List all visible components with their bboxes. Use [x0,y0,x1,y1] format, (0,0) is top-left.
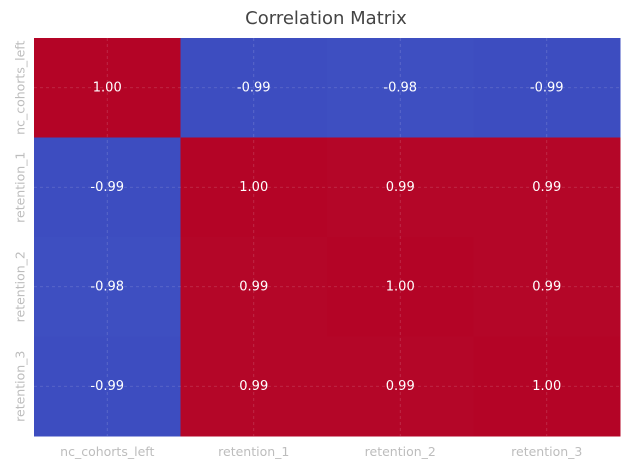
chart-title: Correlation Matrix [245,8,407,29]
y-axis-tick-labels: nc_cohorts_left retention_1 retention_2ret… [13,41,28,422]
cell-value-label-r1-c2: 0.99 [386,180,415,195]
cell-value-label-r2-c0: -0.98 [90,279,124,294]
x-axis-tick-labels: nc_cohorts_left retention_1 retention_2 ret… [60,444,582,459]
y-tick-label: retention_1 [13,152,28,223]
heatmap-cell-r0-c0 [34,38,181,138]
heatmap-cell-r2-c2 [327,237,474,337]
heatmap-cell-r3-c1 [180,336,328,437]
y-tick-label: retention_2 [13,251,28,322]
heatmap-cell-r1-c3 [473,137,621,238]
heatmap-cell-r2-c1 [180,237,328,337]
cell-value-label-r1-c0: -0.99 [90,180,124,195]
cell-value-label-r3-c3: 1.00 [532,379,561,394]
heatmap-cell-r1-c0 [34,137,181,238]
x-tick-label: nc_cohorts_left [60,444,154,459]
cell-value-label-r0-c2: -0.98 [383,80,417,95]
cell-value-label-r3-c1: 0.99 [239,379,268,394]
cell-value-label-r0-c0: 1.00 [93,80,122,95]
x-tick-label: retention_3 [511,444,582,459]
cell-value-label-r2-c2: 1.00 [386,279,415,294]
gridlines [34,38,620,436]
cell-value-label-r2-c3: 0.99 [532,279,561,294]
heatmap-cell-r1-c1 [180,137,328,238]
cell-value-label-r0-c1: -0.99 [237,80,271,95]
x-tick-label: retention_1 [218,444,289,459]
heatmap-cell-r0-c1 [180,38,328,138]
heatmap-cell-r2-c3 [473,237,621,337]
cell-value-label-r2-c1: 0.99 [239,279,268,294]
y-tick-label: nc_cohorts_left [13,41,28,135]
heatmap-cell-r1-c2 [327,137,474,238]
heatmap-cells [34,38,621,437]
heatmap-cell-r0-c3 [473,38,621,138]
y-tick-label: retention_3 [13,351,28,422]
cell-value-label-r1-c1: 1.00 [239,180,268,195]
cell-value-label-r3-c2: 0.99 [386,379,415,394]
cell-value-label-r0-c3: -0.99 [530,80,564,95]
heatmap-cell-r2-c0 [34,237,181,337]
heatmap-cell-r3-c2 [327,336,474,437]
heatmap-cell-r3-c0 [34,336,181,437]
x-tick-label: retention_2 [365,444,436,459]
cell-value-label-r3-c0: -0.99 [90,379,124,394]
cell-value-labels: 1.00 -0.99 -0.98 -0.99 -0.99 1.00 0.99 0.99 -0.9… [90,80,563,394]
heatmap-cell-r0-c2 [327,38,474,138]
cell-value-label-r1-c3: 0.99 [532,180,561,195]
heatmap-cell-r3-c3 [473,336,621,437]
